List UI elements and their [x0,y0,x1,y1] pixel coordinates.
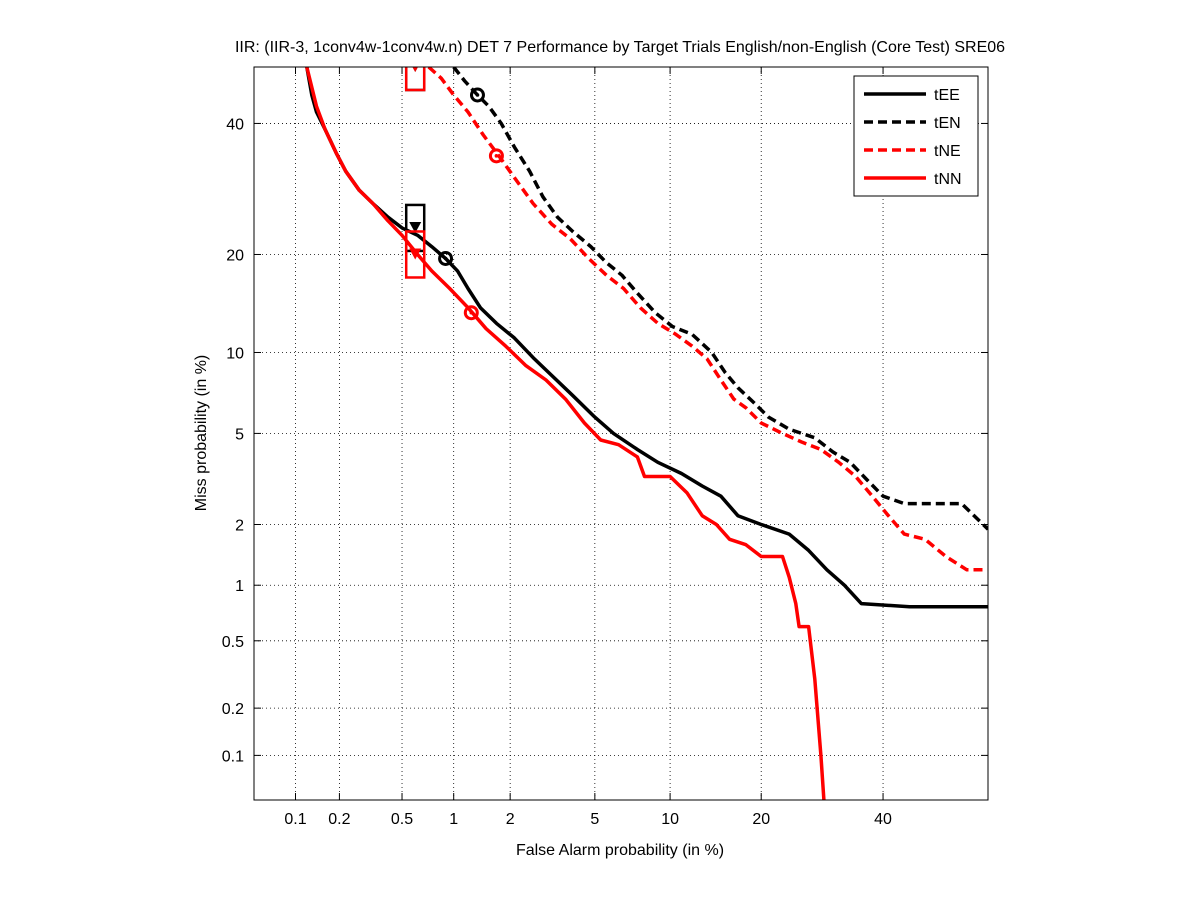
min-dcf-dot-tEE [443,256,448,261]
axes-box [253,66,989,801]
legend-label-tNN: tNN [934,171,962,188]
x-tick-label: 0.5 [391,811,413,828]
chart-title: IIR: (IIR-3, 1conv4w-1conv4w.n) DET 7 Pe… [235,39,1005,56]
x-tick-label: 0.2 [328,811,350,828]
actual-dcf-box-tNE [404,67,426,92]
y-tick-label: 5 [235,426,244,443]
actual-dcf-triangle-tNN [409,248,422,260]
x-tick-label: 5 [590,811,599,828]
legend: tEE tEN tNE tNN [853,75,979,197]
min-dcf-circle-tEE [438,250,454,266]
min-dcf-circle-tNN [463,305,479,321]
actual-dcf-triangle-tEE [409,221,422,233]
min-dcf-dot-tEN [475,93,480,97]
y-tick-label: 10 [226,345,244,362]
x-tick-label: 20 [752,811,770,828]
y-axis-label: Miss probability (in %) [193,355,210,511]
operating-point-markers [404,67,504,321]
y-tick-label: 40 [226,116,244,133]
series-line-tNN [305,67,826,800]
y-tick-label: 2 [235,517,244,534]
min-dcf-circle-tEN [469,87,485,103]
x-tick-label: 40 [874,811,892,828]
series-line-tEN [452,67,988,531]
min-dcf-circle-tNE [488,148,504,164]
legend-label-tEE: tEE [934,87,960,104]
x-tick-label: 0.1 [284,811,306,828]
actual-dcf-triangle-tNE [412,67,418,72]
y-tick-label: 0.2 [222,701,244,718]
axis-ticks: 0.1 0.2 0.5 1 2 5 10 20 40 0.1 0.2 0.5 1 2 5 10 20 40 [222,67,988,828]
x-axis-label: False Alarm probability (in %) [516,842,724,859]
x-tick-label: 2 [506,811,515,828]
y-tick-label: 0.5 [222,634,244,651]
x-tick-label: 10 [661,811,679,828]
legend-label-tNE: tNE [934,143,961,160]
min-dcf-dot-tNN [469,310,474,315]
x-tick-label: 1 [449,811,458,828]
actual-dcf-box-tNN [404,230,426,279]
min-dcf-dot-tNE [494,154,499,158]
y-tick-label: 1 [235,578,244,595]
legend-label-tEN: tEN [934,115,961,132]
series-line-tNE [427,67,988,572]
y-tick-label: 20 [226,247,244,264]
plot-area [305,67,988,800]
y-tick-label: 0.1 [222,748,244,765]
legend-box [853,75,979,197]
